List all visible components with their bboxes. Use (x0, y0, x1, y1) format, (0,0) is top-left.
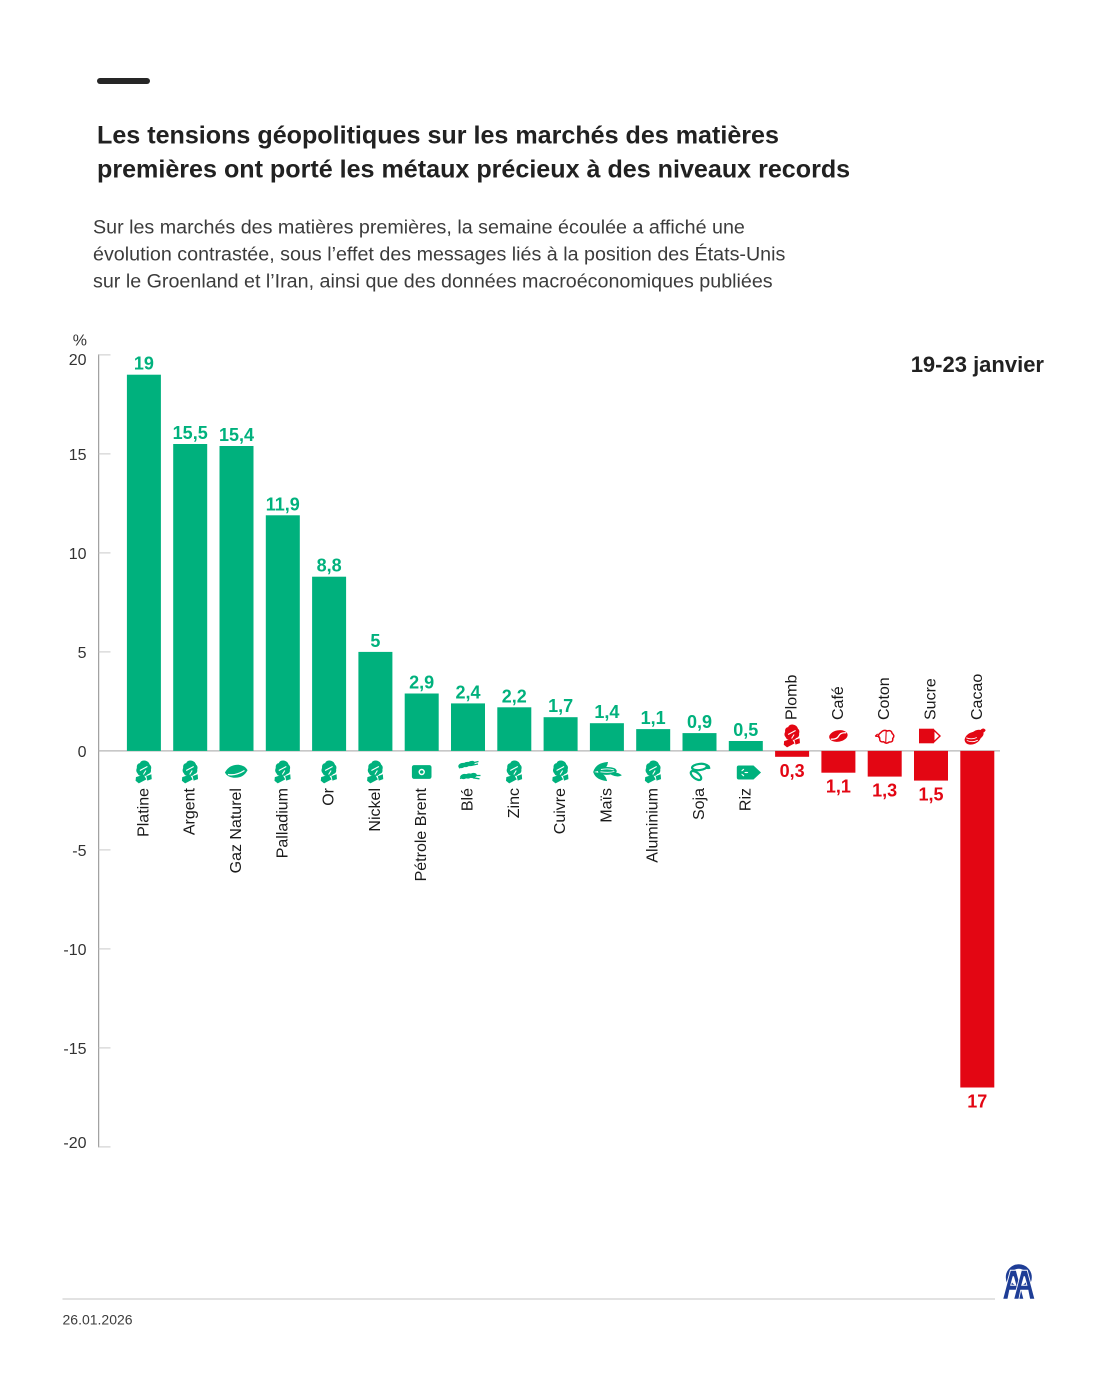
svg-text:Or: Or (321, 787, 338, 805)
svg-text:Riz: Riz (737, 788, 754, 811)
svg-text:%: % (73, 332, 87, 349)
svg-text:11,9: 11,9 (266, 494, 300, 514)
svg-text:Argent: Argent (182, 787, 199, 835)
svg-text:Gaz Naturel: Gaz Naturel (228, 788, 245, 873)
svg-text:Café: Café (830, 686, 847, 720)
svg-text:-5: -5 (72, 843, 86, 860)
svg-text:Sucre: Sucre (923, 678, 940, 720)
svg-text:5: 5 (78, 645, 87, 662)
svg-text:1,1: 1,1 (826, 777, 851, 797)
svg-text:sur le Groenland et l’Iran, ai: sur le Groenland et l’Iran, ainsi que de… (93, 271, 773, 293)
svg-text:Soja: Soja (691, 788, 708, 820)
svg-text:10: 10 (69, 546, 87, 563)
svg-text:0,5: 0,5 (733, 720, 758, 740)
svg-text:2,2: 2,2 (502, 686, 527, 706)
svg-text:évolution contrastée, sous l’e: évolution contrastée, sous l’effet des m… (93, 243, 786, 266)
svg-text:15,4: 15,4 (219, 425, 254, 445)
svg-text:20: 20 (69, 352, 87, 369)
svg-text:Cuivre: Cuivre (552, 788, 569, 834)
svg-text:Palladium: Palladium (274, 788, 291, 858)
svg-text:-10: -10 (63, 942, 86, 959)
svg-text:Maïs: Maïs (598, 788, 615, 823)
svg-text:19: 19 (134, 354, 154, 374)
svg-text:1,1: 1,1 (641, 708, 666, 728)
svg-text:Nickel: Nickel (367, 788, 384, 832)
svg-text:1,7: 1,7 (548, 696, 573, 716)
svg-text:0: 0 (78, 744, 87, 761)
svg-text:Les tensions géopolitiques sur: Les tensions géopolitiques sur les march… (97, 122, 779, 150)
svg-text:Coton: Coton (876, 677, 893, 720)
svg-text:17: 17 (967, 1092, 987, 1112)
svg-text:0,3: 0,3 (780, 761, 805, 781)
svg-text:premières ont porté les métaux: premières ont porté les métaux précieux … (97, 155, 850, 183)
svg-text:Zinc: Zinc (506, 788, 523, 818)
svg-text:26.01.2026: 26.01.2026 (63, 1312, 133, 1328)
svg-text:2,9: 2,9 (409, 673, 434, 693)
svg-text:Plomb: Plomb (784, 675, 801, 720)
svg-text:15,5: 15,5 (173, 423, 208, 443)
svg-text:Pétrole Brent: Pétrole Brent (413, 787, 430, 881)
svg-text:-15: -15 (63, 1041, 86, 1058)
svg-text:1,4: 1,4 (594, 702, 619, 722)
svg-text:-20: -20 (63, 1135, 86, 1152)
svg-text:Platine: Platine (135, 788, 152, 837)
svg-text:5: 5 (370, 631, 380, 651)
svg-text:Blé: Blé (460, 788, 477, 811)
svg-text:8,8: 8,8 (317, 556, 342, 576)
svg-text:15: 15 (69, 447, 87, 464)
svg-text:1,3: 1,3 (872, 781, 897, 801)
svg-text:Cacao: Cacao (969, 674, 986, 720)
svg-text:0,9: 0,9 (687, 712, 712, 732)
svg-text:2,4: 2,4 (455, 682, 480, 702)
svg-text:1,5: 1,5 (918, 785, 943, 805)
svg-text:Aluminium: Aluminium (645, 788, 662, 863)
svg-text:19-23 janvier: 19-23 janvier (911, 352, 1045, 377)
svg-text:Sur les marchés des matières p: Sur les marchés des matières premières, … (93, 217, 745, 239)
